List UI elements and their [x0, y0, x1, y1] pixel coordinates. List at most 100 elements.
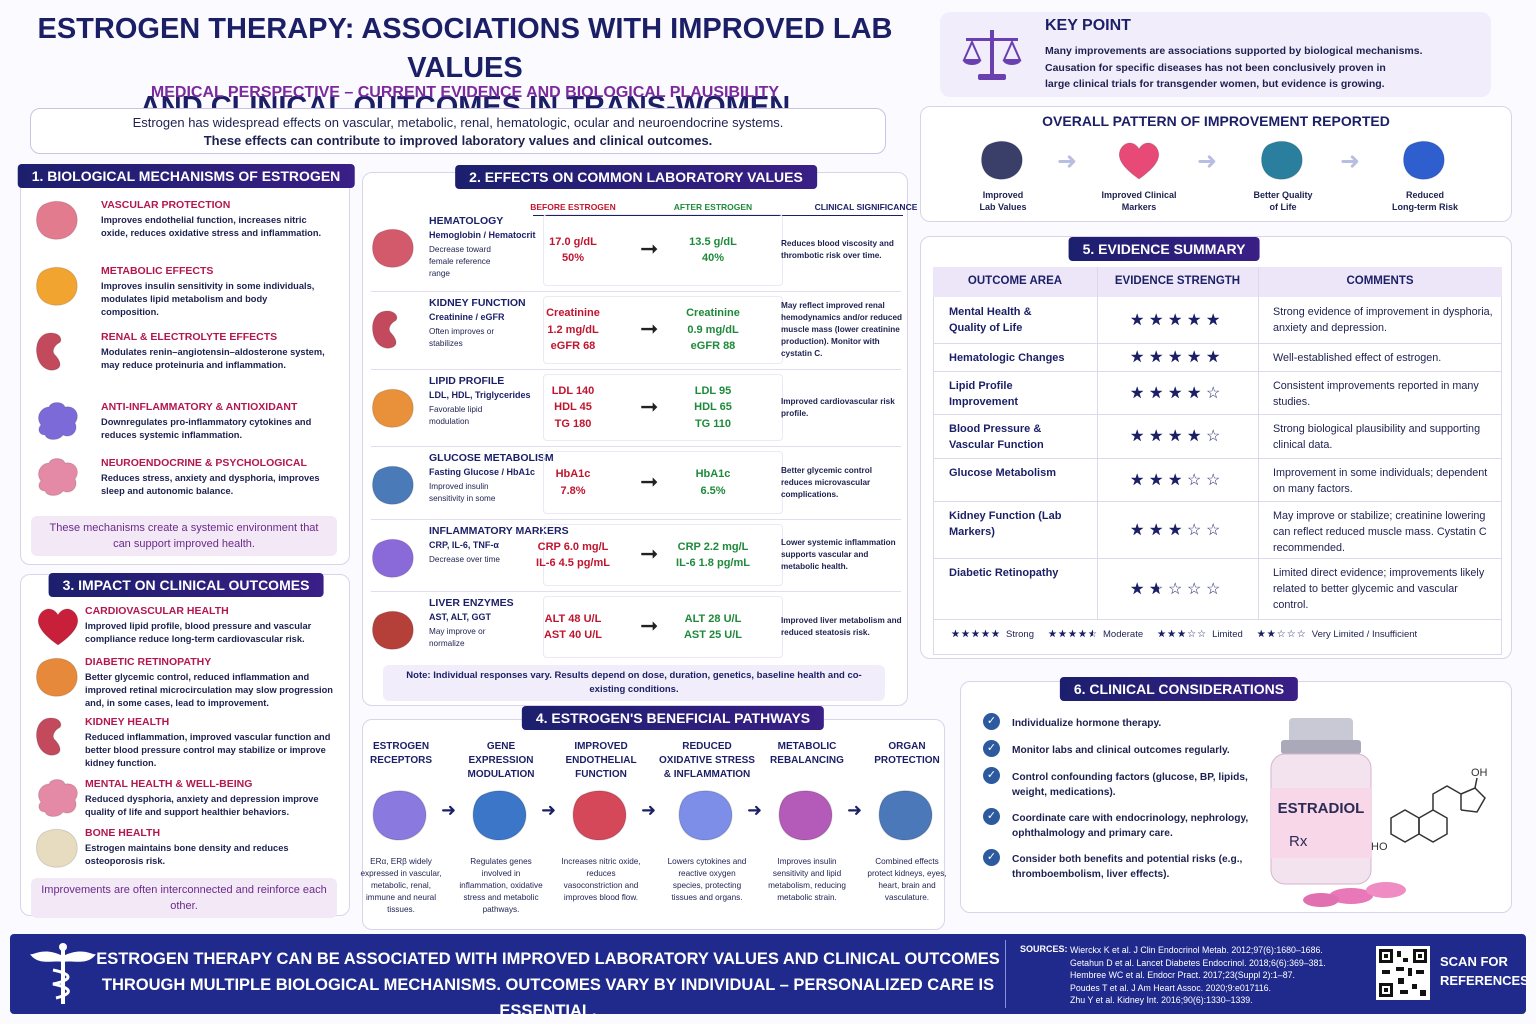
star-fill: ★ [1068, 629, 1077, 640]
star: ☆★ [1187, 347, 1206, 367]
evidence-stars: ☆★☆★☆★☆★☆★ [1130, 310, 1225, 330]
column-header: EVIDENCE STRENGTH [1114, 275, 1241, 287]
star: ☆★ [1149, 470, 1168, 490]
star: ☆★ [1187, 426, 1206, 446]
pathway-label: ORGAN PROTECTION [874, 741, 940, 766]
comment: Strong biological plausibility and suppo… [1273, 423, 1481, 451]
legend-stars: ☆★☆★☆★☆★☆★ [1048, 629, 1098, 640]
column-header: AFTER ESTROGEN [673, 202, 753, 212]
legend-entry: ☆★☆★☆★☆★☆★Very Limited / Insufficient [1257, 629, 1417, 640]
footer: ESTROGEN THERAPY CAN BE ASSOCIATED WITH … [10, 934, 1529, 1020]
qr-code [1376, 946, 1430, 1000]
row-detail: Decrease toward female reference range [429, 245, 491, 278]
table-header-bg [933, 267, 1502, 297]
pattern-label-line: Better Quality [1253, 190, 1313, 200]
icon [38, 779, 78, 817]
star-fill: ★ [1168, 312, 1183, 329]
star: ☆★ [1187, 471, 1202, 489]
comment: Well-established effect of estrogen. [1273, 352, 1442, 364]
star-fill: ★ [981, 629, 990, 640]
after-values: 13.5 g/dL 40% [653, 209, 773, 291]
icon [1261, 141, 1303, 180]
after-values: LDL 95 HDL 65 TG 110 [653, 369, 773, 446]
star: ☆★ [961, 629, 970, 640]
ho-label: HO [1371, 841, 1388, 853]
item-text: Improves endothelial function, increases… [101, 215, 322, 238]
star-fill: ★ [1206, 349, 1221, 366]
pattern-label-line: Reduced [1405, 190, 1444, 200]
row-significance: Better glycemic control reduces microvas… [781, 465, 872, 499]
star: ☆★ [1168, 426, 1187, 446]
after-value: 40% [701, 252, 725, 264]
source: Getahun D et al. Lancet Diabetes Endocri… [1070, 957, 1326, 968]
section-title: 4. ESTROGEN'S BENEFICIAL PATHWAYS [521, 706, 825, 730]
star: ☆★ [1130, 347, 1149, 367]
column-rule [533, 215, 903, 216]
vial-label: ESTRADIOL [1278, 800, 1365, 817]
overall-pattern-title: OVERALL PATTERN OF IMPROVEMENT REPORTED [1042, 113, 1390, 129]
before-values: HbA1c 7.8% [513, 446, 633, 519]
star-fill: ★ [1167, 629, 1177, 640]
pathway-text: Improves insulin sensitivity and lipid m… [768, 857, 846, 902]
after-value: eGFR 88 [690, 340, 736, 353]
scan-line: REFERENCES [1440, 973, 1529, 988]
star: ☆★ [991, 629, 1000, 640]
column-rule [1097, 267, 1098, 619]
arrow: ➞ [640, 393, 659, 419]
row-subheading: AST, ALT, GGT [429, 612, 491, 622]
icon [878, 790, 933, 841]
icon [372, 466, 414, 505]
value-box [543, 524, 783, 586]
evidence-section: 5. EVIDENCE SUMMARY OUTCOME AREA EVIDENCE … [920, 236, 1512, 659]
row-subheading: LDL, HDL, Triglycerides [429, 390, 531, 400]
consideration: Coordinate care with endocrinology, neph… [1012, 813, 1249, 839]
footer-line: THROUGH MULTIPLE BIOLOGICAL MECHANISMS. … [101, 976, 995, 1020]
pattern-label-line: Markers [1121, 202, 1157, 212]
after-value: HbA1c [695, 468, 731, 480]
star: ☆★ [1187, 383, 1206, 403]
star: ☆★ [1130, 426, 1149, 446]
outcomes-section: 3. IMPACT ON CLINICAL OUTCOMES CARDIOVASC… [20, 573, 350, 918]
sources-label: SOURCES: [1020, 944, 1068, 954]
pattern-label-line: Long-term Risk [1391, 202, 1458, 212]
pathway-text: Lowers cytokines and reactive oxygen spe… [667, 857, 747, 902]
icon [372, 611, 414, 650]
item-text: Improved lipid profile, blood pressure a… [85, 621, 312, 644]
row-subheading: Hemoglobin / Hematocrit [429, 230, 536, 240]
star: ☆★ [1187, 521, 1202, 539]
legend-entry: ☆★☆★☆★☆★☆★Limited [1157, 629, 1243, 640]
section-title: 3. IMPACT ON CLINICAL OUTCOMES [48, 573, 324, 597]
row-significance: Improved liver metabolism and reduced st… [781, 616, 902, 637]
column-header: COMMENTS [1346, 275, 1414, 287]
pattern-label-line: Improved [982, 190, 1024, 200]
after-value: LDL 95 [694, 384, 732, 397]
item-text: Reduced dysphoria, anxiety and depressio… [85, 794, 319, 817]
star: ☆★ [1296, 629, 1306, 640]
item-heading: DIABETIC RETINOPATHY [85, 656, 212, 668]
icon [372, 389, 414, 428]
icon [372, 539, 414, 578]
star: ☆★ [1149, 347, 1168, 367]
after-values: CRP 2.2 mg/L IL-6 1.8 pg/mL [653, 519, 773, 591]
outcome: Lipid Profile Improvement [949, 380, 1019, 408]
row-rule [371, 519, 901, 520]
star: ☆★ [1256, 629, 1266, 640]
row-rule [371, 291, 901, 292]
before-value: TG 180 [554, 417, 592, 430]
row-rule [371, 446, 901, 447]
pathway-label: REDUCED OXIDATIVE STRESS & INFLAMMATION [659, 741, 755, 780]
star: ☆★ [1088, 629, 1097, 640]
star-fill: ★ [1149, 521, 1164, 539]
star-fill: ★ [951, 629, 960, 640]
section-note: These mechanisms create a systemic envir… [31, 516, 337, 556]
star: ☆★ [1068, 629, 1077, 640]
star-fill: ★ [1058, 629, 1067, 640]
item-heading: NEUROENDOCRINE & PSYCHOLOGICAL [101, 457, 307, 469]
before-values: 17.0 g/dL 50% [513, 209, 633, 291]
row-rule [933, 371, 1502, 372]
value-box [543, 374, 783, 441]
icon [472, 790, 527, 841]
star: ☆★ [1206, 471, 1221, 489]
section-title: 5. EVIDENCE SUMMARY [1068, 237, 1260, 261]
pattern-label: Improved Lab Values [943, 189, 1063, 213]
